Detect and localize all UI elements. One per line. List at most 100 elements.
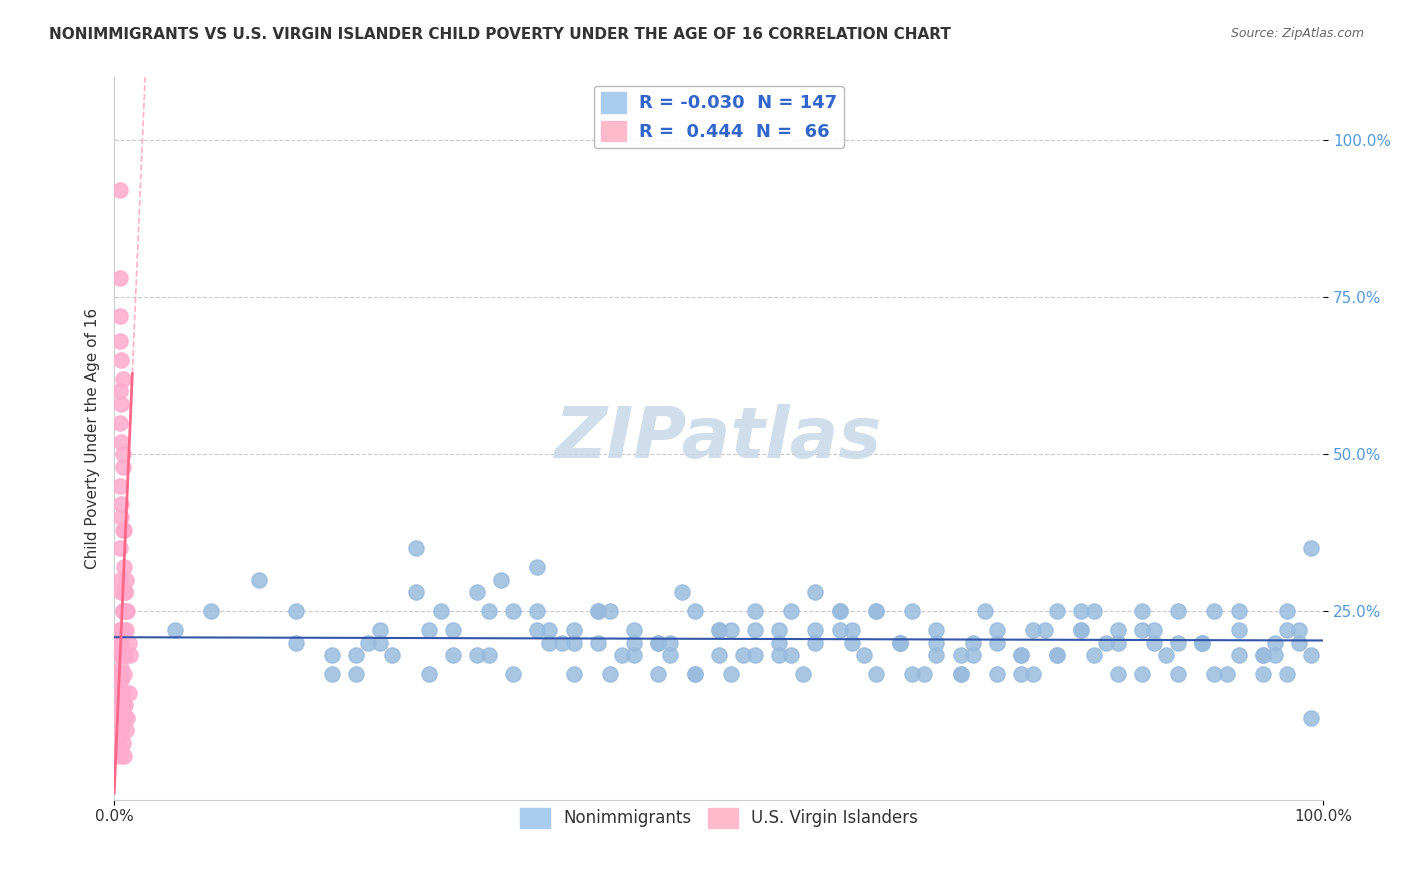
Point xyxy=(110,271,132,285)
Point xyxy=(804,585,827,599)
Point xyxy=(110,698,132,713)
Point xyxy=(804,635,827,649)
Point xyxy=(111,447,134,461)
Point xyxy=(538,635,561,649)
Point xyxy=(112,560,135,574)
Point xyxy=(804,623,827,637)
Point xyxy=(1107,623,1129,637)
Point xyxy=(111,686,134,700)
Point xyxy=(744,604,766,618)
Point xyxy=(1288,635,1310,649)
Point xyxy=(117,604,139,618)
Point xyxy=(1167,604,1189,618)
Point xyxy=(768,623,790,637)
Point xyxy=(707,623,730,637)
Point xyxy=(586,604,609,618)
Point xyxy=(110,661,132,675)
Point xyxy=(115,723,138,738)
Point xyxy=(110,648,132,662)
Point xyxy=(110,742,132,756)
Point xyxy=(110,686,132,700)
Point xyxy=(1215,667,1237,681)
Point xyxy=(429,604,451,618)
Point xyxy=(357,635,380,649)
Point xyxy=(344,648,367,662)
Point xyxy=(405,541,427,556)
Point xyxy=(1130,667,1153,681)
Point xyxy=(901,604,924,618)
Point xyxy=(110,648,132,662)
Point xyxy=(110,478,132,492)
Point xyxy=(1022,623,1045,637)
Point xyxy=(110,748,132,763)
Point xyxy=(163,623,186,637)
Point xyxy=(1154,648,1177,662)
Point xyxy=(489,573,512,587)
Point xyxy=(368,635,391,649)
Point xyxy=(623,635,645,649)
Point xyxy=(949,667,972,681)
Point xyxy=(1251,667,1274,681)
Point xyxy=(780,648,803,662)
Point xyxy=(526,560,548,574)
Point xyxy=(502,667,524,681)
Point xyxy=(683,667,706,681)
Point xyxy=(110,667,132,681)
Point xyxy=(110,686,132,700)
Point xyxy=(683,667,706,681)
Point xyxy=(284,604,307,618)
Point xyxy=(1227,604,1250,618)
Point xyxy=(744,623,766,637)
Point xyxy=(973,604,995,618)
Point xyxy=(110,711,132,725)
Point xyxy=(247,573,270,587)
Point xyxy=(1046,648,1069,662)
Point xyxy=(110,686,132,700)
Point xyxy=(889,635,911,649)
Point xyxy=(118,648,141,662)
Point xyxy=(889,635,911,649)
Point xyxy=(828,623,851,637)
Point xyxy=(1251,648,1274,662)
Point xyxy=(1010,648,1032,662)
Point xyxy=(865,667,887,681)
Point xyxy=(1143,635,1166,649)
Point xyxy=(1094,635,1116,649)
Point xyxy=(647,635,669,649)
Point xyxy=(118,686,141,700)
Point xyxy=(889,635,911,649)
Point xyxy=(1191,635,1213,649)
Point xyxy=(502,604,524,618)
Point xyxy=(110,353,132,368)
Point xyxy=(110,730,132,744)
Point xyxy=(112,748,135,763)
Point xyxy=(623,623,645,637)
Point xyxy=(731,648,754,662)
Point xyxy=(110,573,132,587)
Point xyxy=(110,510,132,524)
Point xyxy=(111,648,134,662)
Point xyxy=(526,604,548,618)
Point xyxy=(659,635,682,649)
Point xyxy=(1227,648,1250,662)
Point xyxy=(114,648,136,662)
Point xyxy=(110,497,132,511)
Point xyxy=(925,648,948,662)
Point xyxy=(1275,667,1298,681)
Point xyxy=(418,667,440,681)
Point xyxy=(114,585,136,599)
Y-axis label: Child Poverty Under the Age of 16: Child Poverty Under the Age of 16 xyxy=(86,308,100,569)
Point xyxy=(707,648,730,662)
Point xyxy=(110,184,132,198)
Point xyxy=(368,623,391,637)
Point xyxy=(1264,648,1286,662)
Point xyxy=(599,667,621,681)
Point xyxy=(1191,635,1213,649)
Point xyxy=(925,635,948,649)
Point xyxy=(200,604,222,618)
Point xyxy=(852,648,875,662)
Point xyxy=(1204,667,1226,681)
Point xyxy=(115,573,138,587)
Point xyxy=(110,667,132,681)
Point xyxy=(110,623,132,637)
